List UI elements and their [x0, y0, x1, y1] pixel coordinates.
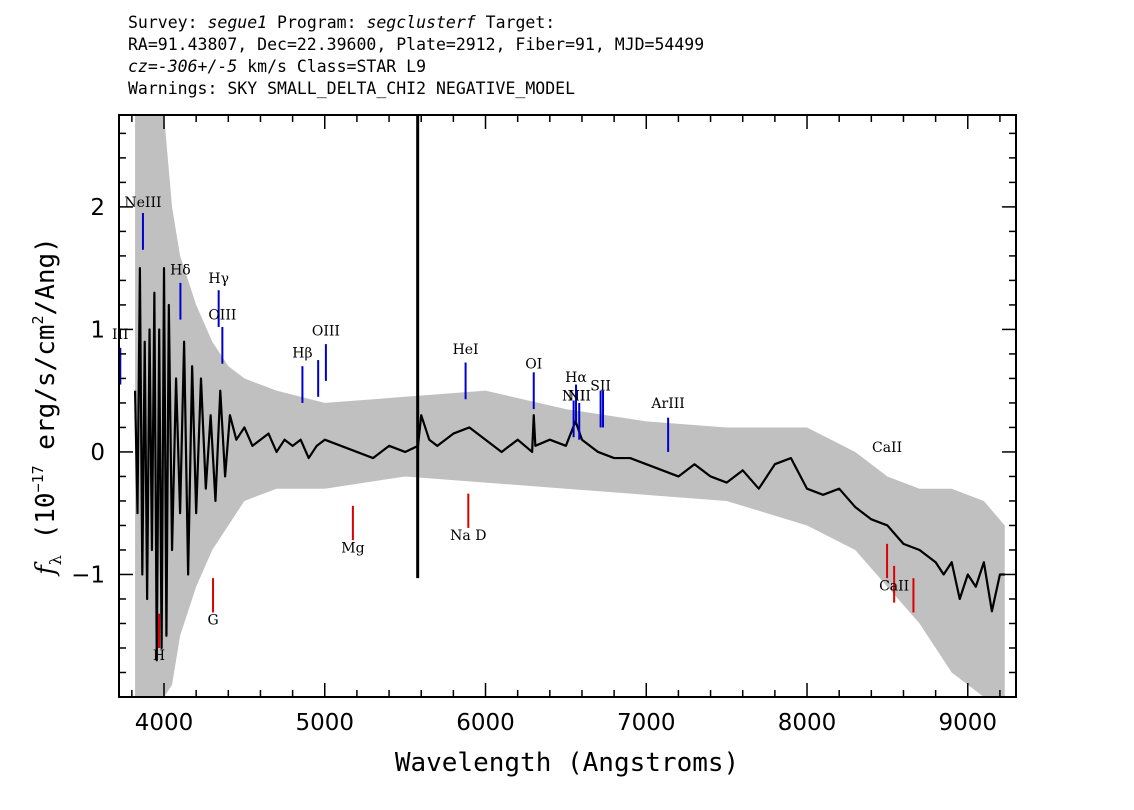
- line-marker-label: OIII: [312, 324, 340, 340]
- header-line-3: cz=-306+/-5 km/s Class=STAR L9: [128, 56, 704, 78]
- line-marker-label: SII: [590, 379, 611, 395]
- line-marker-label: H: [153, 648, 165, 664]
- header-survey-value: segue1: [207, 13, 268, 32]
- line-marker-label: Hδ: [170, 262, 191, 278]
- x-tick-label: 5000: [295, 710, 354, 736]
- line-marker-label: OI: [525, 357, 542, 373]
- line-marker-label: Na D: [450, 528, 486, 544]
- x-tick-label: 8000: [778, 710, 837, 736]
- line-marker-label: OIII: [208, 308, 236, 324]
- header-program-prefix: Program:: [267, 13, 367, 32]
- line-marker-label: CaII: [872, 440, 902, 456]
- header-program-value: segclusterf: [366, 13, 476, 32]
- header-cz-value: cz=-306+/-5: [128, 57, 238, 76]
- line-markers: IIINeIIIHδHγOIIIHβOIIIHeIOINIIHαNIISIIAr…: [112, 195, 915, 664]
- header-class-text: km/s Class=STAR L9: [237, 57, 427, 76]
- y-tick-label: 2: [90, 195, 105, 221]
- y-tick-label: 0: [90, 440, 105, 466]
- x-tick-label: 9000: [939, 710, 998, 736]
- plot-frame: [118, 114, 1017, 698]
- x-axis-title: Wavelength (Angstroms): [395, 748, 739, 778]
- header-survey-prefix: Survey:: [128, 13, 208, 32]
- header-target-label: Target:: [475, 13, 556, 32]
- x-tick-label: 7000: [617, 710, 676, 736]
- header-line-1: Survey: segue1 Program: segclusterf Targ…: [128, 12, 704, 34]
- header-line-2: RA=91.43807, Dec=22.39600, Plate=2912, F…: [128, 35, 705, 54]
- noise-band-area: [135, 115, 1005, 697]
- flux-series: [133, 115, 1005, 662]
- noise-band: [135, 115, 1005, 697]
- line-marker-label: III: [112, 327, 129, 343]
- y-tick-label: 1: [90, 317, 105, 343]
- line-marker-label: HeI: [453, 342, 479, 358]
- line-marker-label: Hβ: [292, 346, 312, 362]
- line-marker-label: Hα: [565, 370, 587, 386]
- y-axis: 2 1 0 −1: [71, 132, 1016, 674]
- header-line-4: Warnings: SKY SMALL_DELTA_CHI2 NEGATIVE_…: [128, 79, 576, 98]
- x-tick-label: 4000: [135, 710, 194, 736]
- line-marker-label: NII: [568, 388, 591, 404]
- y-axis-title: fλ (10−17 erg/s/cm2/Ang): [29, 237, 65, 577]
- x-tick-label: 6000: [456, 710, 515, 736]
- spectrum-header: Survey: segue1 Program: segclusterf Targ…: [128, 12, 704, 100]
- line-marker-label: NeIII: [124, 195, 161, 211]
- line-marker-label: NII: [562, 388, 585, 404]
- x-axis: 4000 5000 6000 7000 8000 9000: [131, 115, 1001, 736]
- line-marker-label: G: [207, 613, 218, 629]
- line-marker-label: CaII: [879, 578, 909, 594]
- y-tick-label: −1: [71, 562, 105, 588]
- line-marker-label: Hγ: [208, 271, 229, 287]
- line-marker-label: Mg: [341, 540, 364, 556]
- line-marker-label: ArIII: [650, 396, 684, 412]
